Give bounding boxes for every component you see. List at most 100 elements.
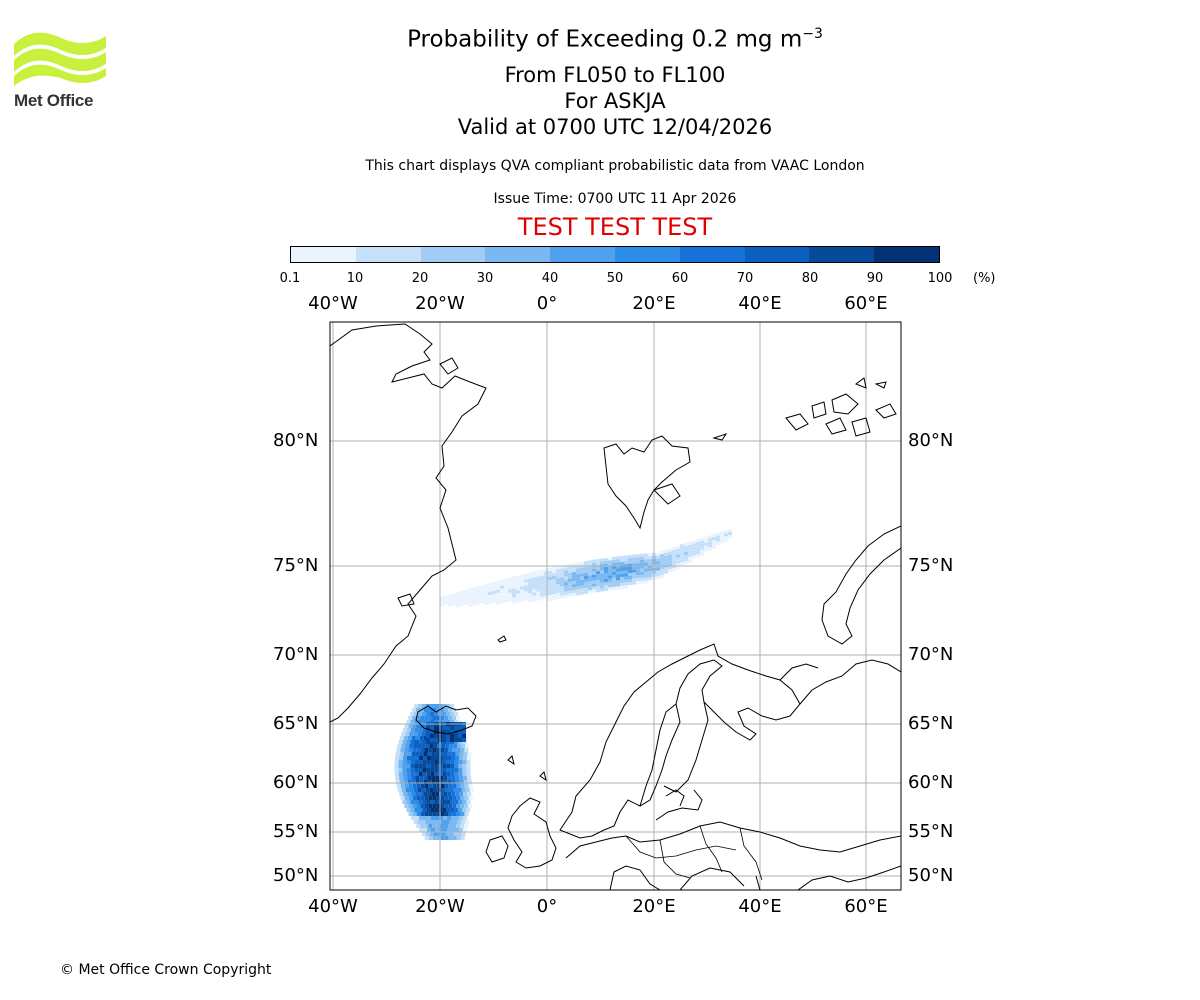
ash-cell-iceland bbox=[423, 776, 428, 780]
ash-cell-svalbard bbox=[680, 562, 684, 566]
ash-cell-iceland bbox=[462, 808, 467, 812]
ash-cell-iceland bbox=[453, 820, 458, 824]
ash-cell-iceland bbox=[398, 764, 403, 768]
latitude-label: 65°N bbox=[908, 713, 954, 734]
ash-cell-iceland bbox=[427, 816, 432, 820]
ash-cell-iceland bbox=[434, 772, 439, 776]
ash-cell-iceland bbox=[442, 760, 447, 764]
ash-cell-iceland bbox=[414, 712, 419, 716]
ash-cell-svalbard bbox=[612, 556, 616, 560]
ash-cell-iceland bbox=[449, 744, 454, 748]
ash-cell-iceland bbox=[450, 734, 454, 738]
ash-cell-iceland bbox=[419, 752, 424, 756]
colorbar-segment bbox=[550, 247, 615, 262]
ash-cell-iceland bbox=[417, 744, 422, 748]
ash-cell-svalbard bbox=[600, 576, 604, 580]
ash-cell-iceland bbox=[410, 760, 415, 764]
ash-cell-svalbard bbox=[448, 600, 452, 604]
ash-cell-iceland bbox=[415, 776, 420, 780]
ash-cell-svalbard bbox=[636, 563, 640, 567]
ash-cell-iceland bbox=[463, 780, 468, 784]
ash-cell-svalbard bbox=[692, 543, 696, 547]
ash-cell-svalbard bbox=[624, 555, 628, 559]
ash-cell-svalbard bbox=[676, 563, 680, 567]
ash-cell-iceland bbox=[422, 828, 427, 832]
ash-cell-svalbard bbox=[504, 581, 508, 585]
ash-cell-svalbard bbox=[500, 597, 504, 601]
ash-cell-svalbard bbox=[536, 588, 540, 592]
ash-cell-iceland bbox=[426, 808, 431, 812]
ash-cell-svalbard bbox=[568, 566, 572, 570]
ash-cell-svalbard bbox=[448, 597, 452, 601]
ash-cell-svalbard bbox=[704, 545, 708, 549]
ash-cell-iceland bbox=[430, 756, 435, 760]
ash-cell-svalbard bbox=[560, 580, 564, 584]
ash-cell-iceland bbox=[440, 796, 445, 800]
ash-cell-iceland bbox=[461, 820, 466, 824]
ash-cell-svalbard bbox=[528, 575, 532, 579]
ash-cell-svalbard bbox=[672, 550, 676, 554]
ash-cell-svalbard bbox=[688, 541, 692, 545]
ash-cell-svalbard bbox=[496, 595, 500, 599]
ash-cell-iceland bbox=[415, 792, 420, 796]
ash-cell-iceland bbox=[426, 760, 431, 764]
ash-cell-svalbard bbox=[508, 592, 512, 596]
ash-cell-iceland bbox=[419, 792, 424, 796]
ash-cell-svalbard bbox=[500, 588, 504, 592]
ash-cell-svalbard bbox=[484, 599, 488, 603]
ash-cell-iceland bbox=[423, 736, 428, 740]
ash-cell-svalbard bbox=[544, 574, 548, 578]
ash-cell-iceland bbox=[416, 824, 421, 828]
ash-cell-svalbard bbox=[540, 587, 544, 591]
ash-cell-svalbard bbox=[548, 591, 552, 595]
ash-cell-iceland bbox=[462, 726, 466, 730]
ash-cell-iceland bbox=[432, 716, 437, 720]
ash-cell-iceland bbox=[434, 768, 439, 772]
ash-cell-iceland bbox=[416, 708, 421, 712]
ash-cell-iceland bbox=[450, 738, 454, 742]
ash-cell-svalbard bbox=[504, 587, 508, 591]
ash-cell-iceland bbox=[466, 764, 471, 768]
ash-cell-iceland bbox=[422, 720, 427, 724]
ash-cell-svalbard bbox=[576, 565, 580, 569]
ash-cell-iceland bbox=[408, 804, 413, 808]
ash-cell-iceland bbox=[407, 752, 412, 756]
ash-cell-svalbard bbox=[508, 586, 512, 590]
ash-cell-iceland bbox=[415, 816, 420, 820]
ash-cell-iceland bbox=[466, 760, 471, 764]
ash-cell-svalbard bbox=[512, 597, 516, 601]
ash-cell-svalbard bbox=[572, 590, 576, 594]
ash-cell-svalbard bbox=[728, 535, 732, 538]
ash-cell-iceland bbox=[417, 732, 422, 736]
ash-cell-svalbard bbox=[556, 581, 560, 585]
ash-cell-iceland bbox=[412, 812, 417, 816]
ash-cell-iceland bbox=[422, 712, 427, 716]
ash-cell-svalbard bbox=[600, 588, 604, 592]
ash-cell-iceland bbox=[421, 732, 426, 736]
ash-cell-iceland bbox=[414, 720, 419, 724]
ash-cell-svalbard bbox=[708, 541, 712, 545]
ash-cell-svalbard bbox=[556, 566, 560, 570]
ash-cell-svalbard bbox=[712, 543, 716, 547]
ash-cell-svalbard bbox=[700, 546, 704, 550]
ash-cell-svalbard bbox=[456, 604, 460, 608]
ash-cell-svalbard bbox=[580, 567, 584, 571]
ash-cell-svalbard bbox=[536, 597, 540, 601]
ash-cell-iceland bbox=[421, 820, 426, 824]
ash-cell-svalbard bbox=[564, 588, 568, 592]
ash-cell-svalbard bbox=[636, 554, 640, 558]
colorbar-tick-label: 70 bbox=[736, 271, 754, 286]
ash-cell-iceland bbox=[422, 756, 427, 760]
ash-cell-svalbard bbox=[540, 584, 544, 588]
ash-cell-svalbard bbox=[700, 537, 704, 541]
ash-cell-iceland bbox=[468, 796, 473, 800]
ash-cell-svalbard bbox=[616, 586, 620, 590]
ash-cell-svalbard bbox=[512, 582, 516, 586]
ash-cell-svalbard bbox=[484, 593, 488, 597]
ash-cell-svalbard bbox=[572, 563, 576, 567]
ash-cell-svalbard bbox=[460, 591, 464, 595]
ash-cell-iceland bbox=[414, 740, 419, 744]
ash-cell-svalbard bbox=[640, 574, 644, 578]
ash-cell-iceland bbox=[428, 708, 433, 712]
ash-cell-svalbard bbox=[688, 547, 692, 551]
